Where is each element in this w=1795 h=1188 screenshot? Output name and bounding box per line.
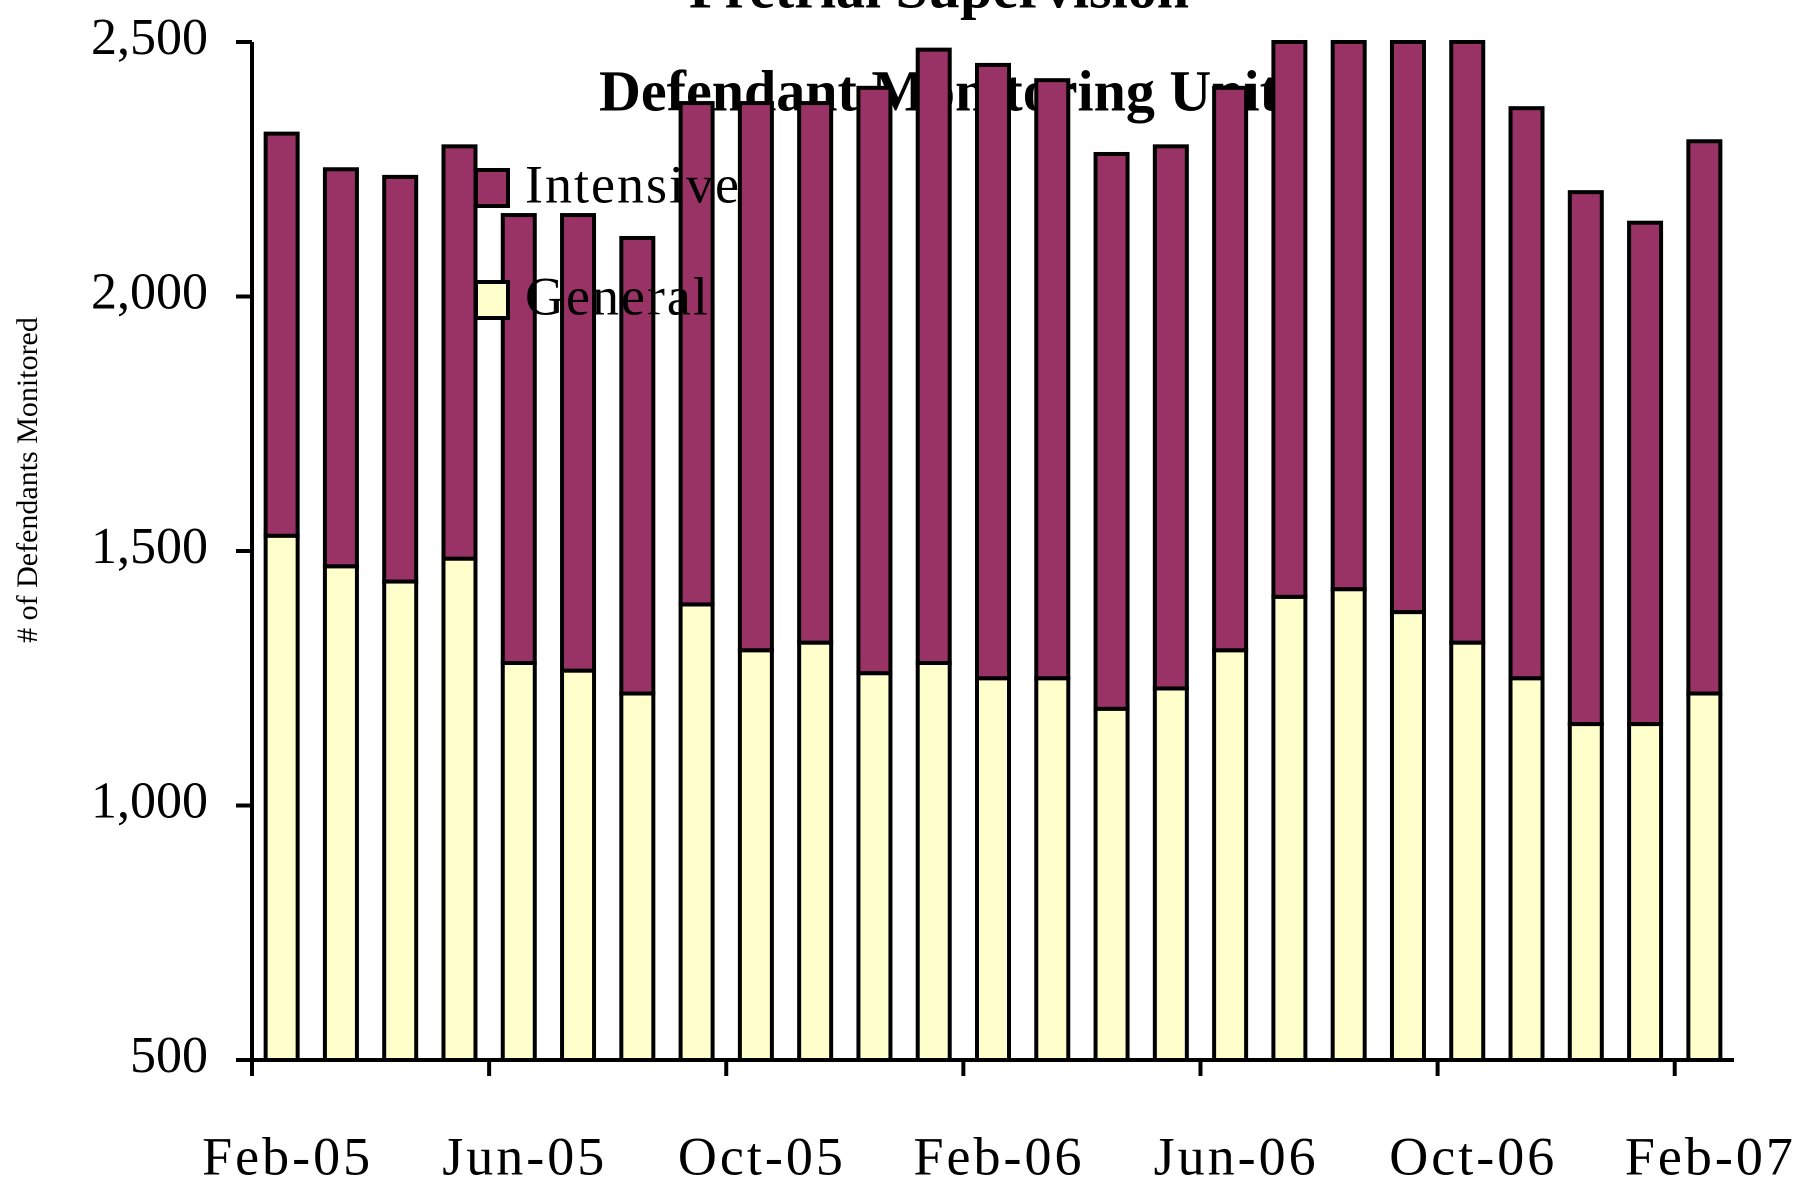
bar-segment — [441, 556, 478, 1062]
bar-segment — [1686, 691, 1723, 1063]
bar-segment — [678, 101, 715, 607]
bar-segment — [1330, 40, 1367, 592]
y-tick-label: 500 — [130, 1027, 208, 1084]
bar-segment — [560, 213, 597, 673]
bar-segment — [263, 533, 300, 1062]
bar-segment — [500, 660, 537, 1062]
legend-swatch — [474, 280, 510, 320]
bar-segment — [1508, 106, 1545, 681]
bar-segment — [915, 47, 952, 665]
legend-label: Intensive — [525, 154, 741, 214]
bar-segment — [1034, 78, 1071, 681]
bar-segment — [1093, 706, 1130, 1062]
bar-segment — [382, 174, 419, 584]
bar-segment — [1567, 190, 1604, 727]
y-tick-label: 2,500 — [91, 9, 208, 66]
bar-segment — [1330, 587, 1367, 1062]
x-tick-label: Oct-05 — [678, 1126, 846, 1186]
bar-segment — [737, 648, 774, 1062]
bar-segment — [441, 144, 478, 561]
bar-segment — [975, 62, 1011, 681]
bar-segment — [1152, 144, 1189, 691]
bar-segment — [797, 640, 834, 1062]
bar-segment — [322, 167, 359, 569]
bar-segment — [1093, 151, 1130, 711]
bar-segment — [1389, 610, 1426, 1063]
bar-segment — [678, 602, 715, 1062]
y-axis-label: # of Defendants Monitored — [11, 317, 44, 643]
bar-segment — [1389, 40, 1426, 615]
bar-segment — [1271, 40, 1308, 599]
legend-label: General — [525, 266, 710, 326]
bar-segment — [1449, 40, 1486, 645]
bar-segment — [1152, 686, 1189, 1062]
bar-segment — [1212, 85, 1249, 653]
bar-segment — [975, 676, 1011, 1062]
legend-swatch — [474, 168, 510, 208]
bar-segment — [1034, 676, 1071, 1062]
bar-segment — [619, 235, 656, 696]
bar-segment — [1212, 648, 1249, 1062]
bar-segment — [382, 579, 419, 1062]
bar-segment — [1627, 722, 1664, 1062]
y-tick-label: 1,000 — [91, 772, 208, 829]
x-tick-label: Feb-07 — [1625, 1126, 1795, 1186]
bar-segment — [1686, 139, 1723, 696]
bar-segment — [1567, 722, 1604, 1062]
x-tick-label: Oct-06 — [1389, 1126, 1557, 1186]
bar-segment — [737, 101, 774, 653]
bar-segment — [797, 101, 834, 645]
bar-segment — [1627, 220, 1664, 727]
y-tick-label: 2,000 — [91, 263, 208, 320]
x-tick-label: Jun-05 — [442, 1126, 607, 1186]
bar-segment — [1271, 594, 1308, 1062]
chart-title: Pretrial Supervision — [689, 0, 1189, 20]
bar-segment — [1449, 640, 1486, 1062]
bar-segment — [619, 691, 656, 1063]
x-tick-label: Feb-05 — [202, 1126, 373, 1186]
bar-segment — [915, 660, 952, 1062]
bar-segment — [856, 85, 893, 676]
bar-segment — [856, 671, 893, 1062]
x-tick-label: Jun-06 — [1154, 1126, 1319, 1186]
y-tick-label: 1,500 — [91, 518, 208, 575]
bar-segment — [560, 668, 597, 1062]
bar-segment — [322, 564, 359, 1063]
bar-segment — [1508, 676, 1545, 1062]
x-tick-label: Feb-06 — [914, 1126, 1085, 1186]
bar-segment — [263, 131, 300, 538]
